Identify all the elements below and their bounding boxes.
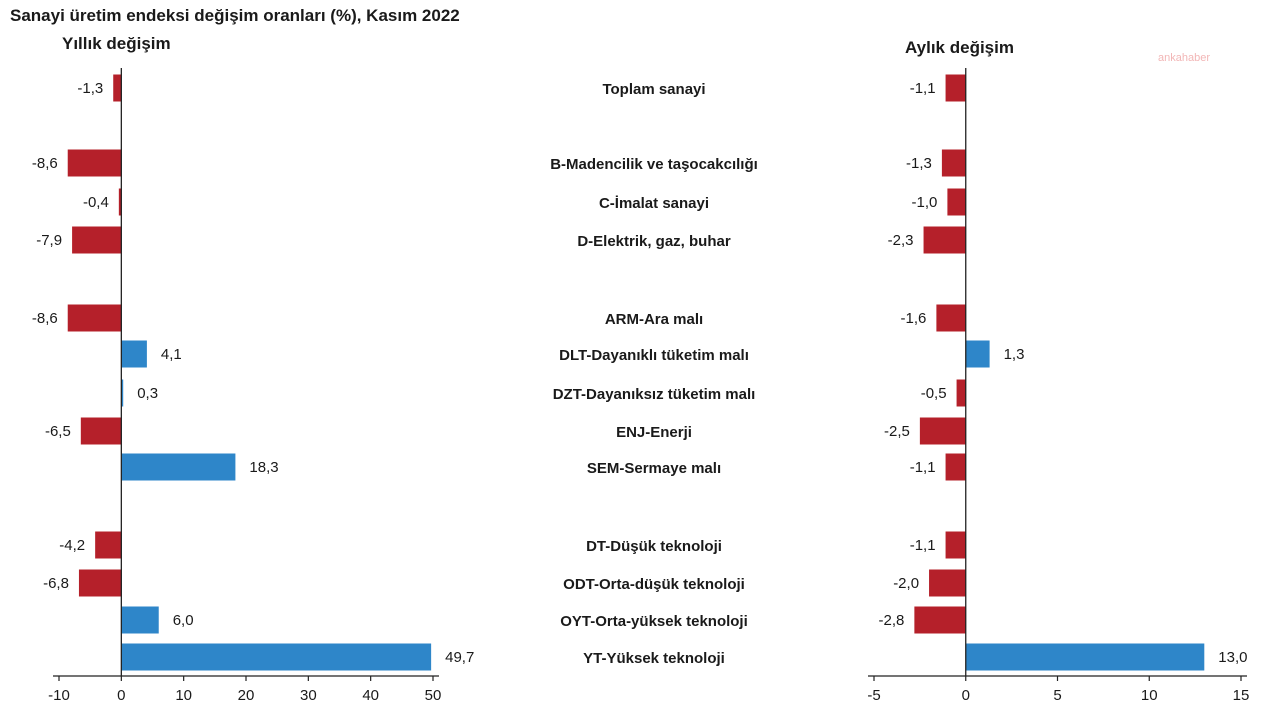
- category-label: DT-Düşük teknoloji: [586, 538, 722, 555]
- value-label: -1,1: [910, 80, 936, 97]
- category-label: ENJ-Enerji: [616, 424, 692, 441]
- x-tick-label: 30: [300, 687, 317, 704]
- category-label: B-Madencilik ve taşocakcılığı: [550, 156, 758, 173]
- panel-title-annual: Yıllık değişim: [62, 34, 171, 53]
- value-label: -1,0: [912, 194, 938, 211]
- value-label: -2,5: [884, 423, 910, 440]
- bar: [947, 188, 966, 216]
- x-tick-label: 0: [962, 687, 970, 704]
- bar: [72, 226, 122, 254]
- bar: [941, 149, 966, 177]
- bar: [95, 531, 122, 559]
- bar: [965, 643, 1205, 671]
- value-label: 13,0: [1218, 649, 1247, 666]
- value-label: -1,1: [910, 537, 936, 554]
- category-label: Toplam sanayi: [602, 81, 705, 98]
- value-label: -0,4: [83, 194, 109, 211]
- bar: [945, 531, 966, 559]
- value-label: -2,3: [888, 232, 914, 249]
- category-label: YT-Yüksek teknoloji: [583, 650, 725, 667]
- x-tick-label: 0: [117, 687, 125, 704]
- value-label: 49,7: [445, 649, 474, 666]
- value-label: -1,3: [906, 155, 932, 172]
- bar: [945, 453, 966, 481]
- bar: [923, 226, 966, 254]
- category-label: SEM-Sermaye malı: [587, 460, 721, 477]
- x-tick-label: 20: [238, 687, 255, 704]
- category-label: C-İmalat sanayi: [599, 195, 709, 212]
- value-label: -1,3: [77, 80, 103, 97]
- value-label: -2,8: [879, 612, 905, 629]
- bar: [936, 304, 966, 332]
- x-tick-label: 5: [1053, 687, 1061, 704]
- bar: [121, 643, 432, 671]
- value-label: -1,6: [901, 310, 927, 327]
- chart-title: Sanayi üretim endeksi değişim oranları (…: [10, 6, 460, 25]
- x-tick-label: 10: [1141, 687, 1158, 704]
- bar: [80, 417, 122, 445]
- value-label: -0,5: [921, 385, 947, 402]
- value-label: -4,2: [59, 537, 85, 554]
- x-tick-label: -10: [48, 687, 70, 704]
- bar: [78, 569, 122, 597]
- category-label: DLT-Dayanıklı tüketim malı: [559, 347, 749, 364]
- value-label: 6,0: [173, 612, 194, 629]
- value-label: -8,6: [32, 310, 58, 327]
- category-label: ODT-Orta-düşük teknoloji: [563, 576, 745, 593]
- bar: [67, 149, 122, 177]
- category-label: D-Elektrik, gaz, buhar: [577, 233, 731, 250]
- x-tick-label: 40: [362, 687, 379, 704]
- x-tick-label: 15: [1233, 687, 1250, 704]
- value-label: 4,1: [161, 346, 182, 363]
- x-tick-label: 50: [425, 687, 442, 704]
- x-tick-label: 10: [175, 687, 192, 704]
- bar: [929, 569, 966, 597]
- bar: [965, 340, 990, 368]
- bar: [121, 453, 236, 481]
- bar: [113, 74, 122, 102]
- watermark: ankahaber: [1158, 52, 1210, 64]
- value-label: 18,3: [249, 459, 278, 476]
- category-label: DZT-Dayanıksız tüketim malı: [553, 386, 756, 403]
- bar: [945, 74, 966, 102]
- value-label: -2,0: [893, 575, 919, 592]
- bar: [914, 606, 966, 634]
- bar: [118, 188, 122, 216]
- bar: [121, 379, 124, 407]
- bar: [121, 340, 147, 368]
- bar: [121, 606, 159, 634]
- panel-title-monthly: Aylık değişim: [905, 38, 1014, 57]
- value-label: 0,3: [137, 385, 158, 402]
- x-tick-label: -5: [867, 687, 880, 704]
- value-label: -6,8: [43, 575, 69, 592]
- bar: [67, 304, 122, 332]
- value-label: 1,3: [1004, 346, 1025, 363]
- value-label: -7,9: [36, 232, 62, 249]
- category-label: OYT-Orta-yüksek teknoloji: [560, 613, 748, 630]
- value-label: -1,1: [910, 459, 936, 476]
- bar: [956, 379, 966, 407]
- category-label: ARM-Ara malı: [605, 311, 703, 328]
- value-label: -8,6: [32, 155, 58, 172]
- bar: [919, 417, 966, 445]
- value-label: -6,5: [45, 423, 71, 440]
